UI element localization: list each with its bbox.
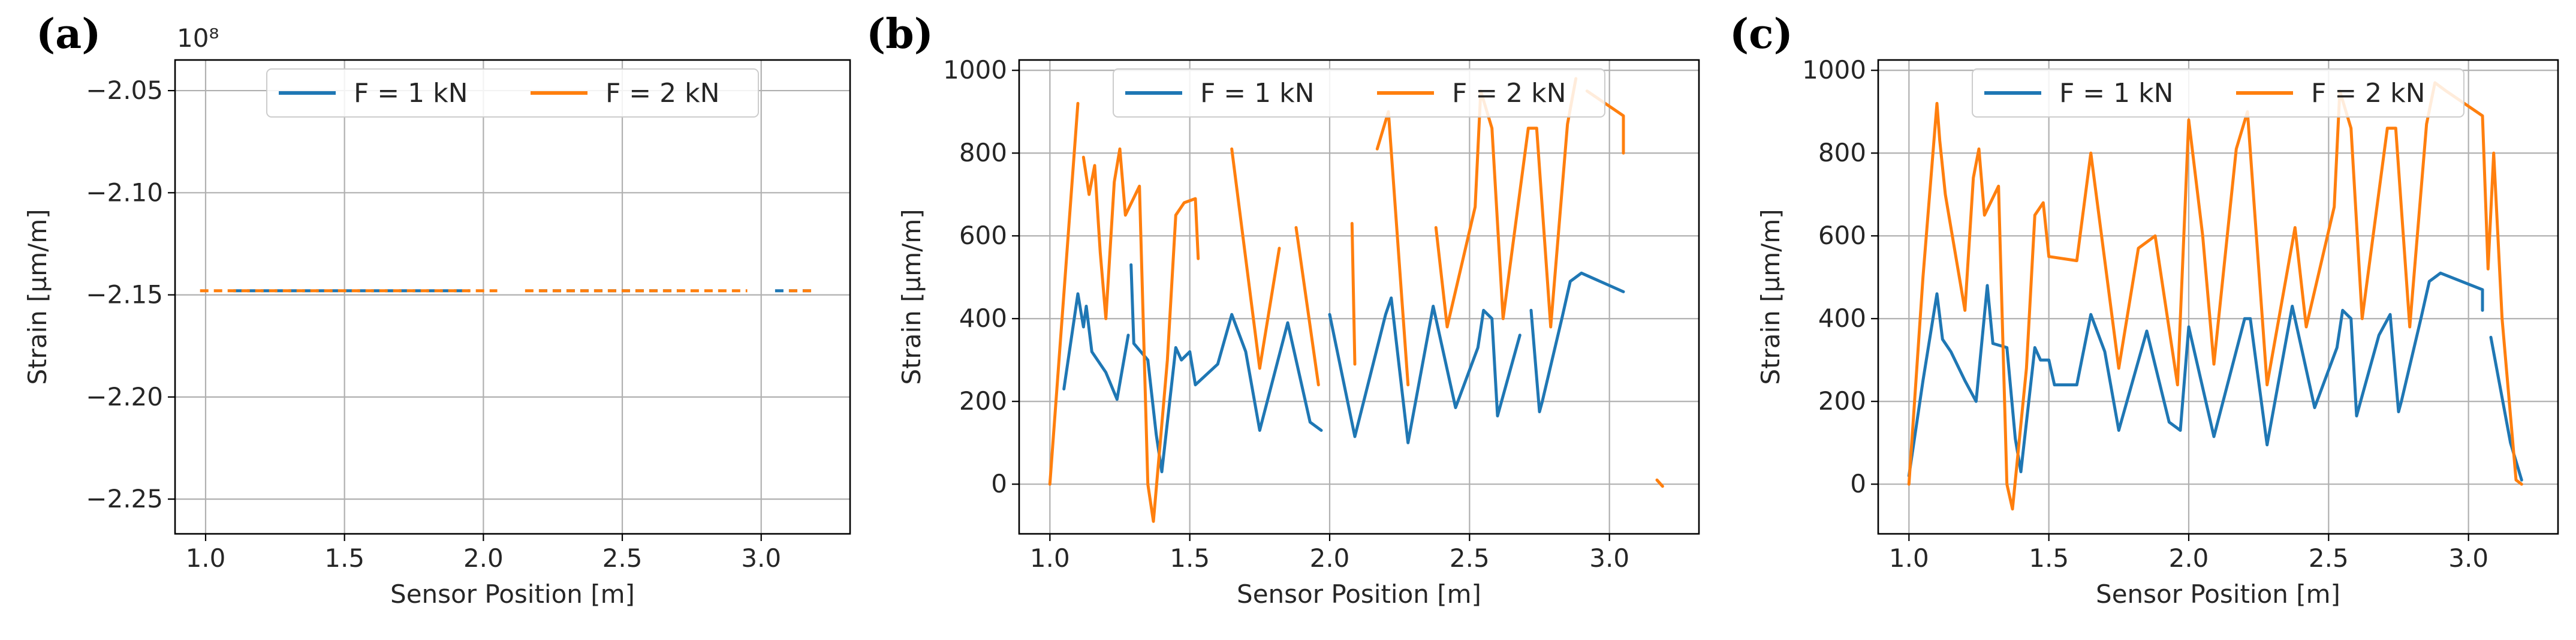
legend-entry-label: F = 2 kN [605, 78, 720, 109]
series-line-f-1-kn [1129, 263, 1323, 473]
series-line-f-2-kn [1434, 77, 1578, 329]
axes-frame [1018, 59, 1700, 535]
x-tick-label: 1.5 [324, 543, 364, 573]
x-tick-label: 2.5 [1450, 543, 1490, 573]
series-line-f-2-kn [1294, 226, 1320, 387]
y-tick-label: 0 [1850, 469, 1866, 498]
y-tick-label: −2.25 [86, 484, 163, 513]
offset-text: 10⁸ [177, 23, 219, 53]
panel-a: (a) 10⁸ 1.0 1.5 2.0 2.5 3.0 −2.05 −2.10 −2.15 −2… [23, 10, 851, 609]
panel-label-a: (a) [36, 10, 101, 58]
y-tick-label: 1000 [1802, 55, 1866, 85]
x-tick-label: 3.0 [1589, 543, 1629, 573]
series-line-f-2-kn [1350, 222, 1357, 366]
series-line-f-1-kn [1328, 296, 1522, 444]
x-tick-label: 3.0 [741, 543, 781, 573]
legend-entry-label: F = 1 kN [2059, 78, 2174, 109]
x-tick-label: 2.5 [602, 543, 643, 573]
series-line-f-1-kn [1529, 271, 1625, 413]
x-tick-label: 3.0 [2448, 543, 2488, 573]
series-line-f-2-kn [1655, 478, 1664, 488]
y-tick-label: 1000 [943, 55, 1007, 85]
legend-entry-label: F = 2 kN [2311, 78, 2426, 109]
legend-box [1972, 68, 2464, 118]
y-tick-label: 600 [959, 221, 1007, 250]
y-tick-label: 800 [1818, 138, 1866, 167]
y-tick-label: −2.15 [86, 280, 163, 310]
series-line-f-2-kn [1081, 147, 1200, 523]
y-tick-label: 800 [959, 138, 1007, 167]
y-axis-label: Strain [µm/m] [23, 209, 52, 384]
series-line-f-2-kn [1230, 147, 1281, 370]
x-tick-label: 1.0 [186, 543, 226, 573]
x-axis-label: Sensor Position [m] [2096, 579, 2340, 609]
y-tick-label: 400 [959, 304, 1007, 333]
panel-b: (b) 1.0 1.5 2.0 2.5 3.0 0 200 400 600 800 1000 Sen… [866, 10, 1700, 609]
y-axis-label: Strain [µm/m] [1756, 209, 1785, 384]
legend-entry-label: F = 1 kN [1200, 78, 1315, 109]
panel-c: (c) 1.0 1.5 2.0 2.5 3.0 0 200 400 600 800 1000 Sen… [1730, 10, 2559, 609]
axes-frame [174, 59, 851, 535]
legend: F = 1 kN F = 2 kN [1972, 68, 2464, 118]
y-tick-label: 600 [1818, 221, 1866, 250]
y-tick-label: −2.10 [86, 178, 163, 207]
y-tick-label: −2.20 [86, 382, 163, 411]
panel-label-b: (b) [866, 10, 933, 58]
x-tick-label: 1.5 [1170, 543, 1210, 573]
x-tick-label: 1.0 [1030, 543, 1070, 573]
y-tick-label: 400 [1818, 304, 1866, 333]
legend-box [266, 68, 759, 118]
y-axis-label: Strain [µm/m] [897, 209, 926, 384]
axes-frame [1877, 59, 2559, 535]
series-line-f-2-kn [1048, 101, 1080, 486]
x-axis-label: Sensor Position [m] [1237, 579, 1481, 609]
x-tick-label: 2.5 [2309, 543, 2349, 573]
legend-entry-label: F = 1 kN [354, 78, 468, 109]
x-tick-label: 2.0 [2169, 543, 2209, 573]
y-tick-label: 0 [991, 469, 1007, 498]
x-tick-label: 1.0 [1889, 543, 1929, 573]
series-line-f-1-kn [1907, 271, 2484, 477]
x-tick-label: 2.0 [1310, 543, 1350, 573]
panel-label-c: (c) [1730, 10, 1793, 58]
y-tick-label: 200 [959, 386, 1007, 416]
legend-box [1113, 68, 1605, 118]
legend: F = 1 kN F = 2 kN [1113, 68, 1605, 118]
y-tick-label: 200 [1818, 386, 1866, 416]
series-line-f-1-kn [1062, 292, 1130, 401]
series-line-f-1-kn [2489, 335, 2523, 482]
x-tick-label: 2.0 [463, 543, 504, 573]
x-tick-label: 1.5 [2029, 543, 2069, 573]
legend-entry-label: F = 2 kN [1452, 78, 1566, 109]
y-tick-label: −2.05 [86, 76, 163, 105]
legend: F = 1 kN F = 2 kN [266, 68, 759, 118]
x-axis-label: Sensor Position [m] [390, 579, 635, 609]
